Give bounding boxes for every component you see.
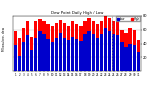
Bar (133, 30, 136, 71)
Bar (92, 21, 95, 71)
Bar (26, 35, 29, 71)
Bar (75, 24, 78, 71)
Bar (133, 45, 136, 71)
Bar (71, 37, 74, 71)
Bar (96, 24, 99, 71)
Bar (67, 40, 70, 71)
Text: Milwaukee, dew: Milwaukee, dew (2, 27, 6, 51)
Bar (63, 38, 66, 71)
Legend: Low, High: Low, High (116, 16, 140, 21)
Bar (51, 26, 54, 71)
Bar (79, 41, 83, 71)
Bar (51, 42, 54, 71)
Bar (30, 37, 33, 71)
Bar (96, 38, 99, 71)
Bar (137, 52, 140, 71)
Bar (42, 34, 46, 71)
Bar (63, 23, 66, 71)
Bar (79, 26, 83, 71)
Bar (120, 42, 124, 71)
Title: Dew Point Daily High / Low: Dew Point Daily High / Low (51, 11, 103, 15)
Bar (88, 31, 91, 71)
Bar (71, 21, 74, 71)
Bar (116, 35, 120, 71)
Bar (112, 34, 115, 71)
Bar (100, 21, 103, 71)
Bar (83, 34, 87, 71)
Bar (116, 21, 120, 71)
Bar (18, 56, 21, 71)
Bar (30, 50, 33, 71)
Bar (100, 34, 103, 71)
Bar (22, 42, 25, 71)
Bar (92, 34, 95, 71)
Bar (34, 38, 37, 71)
Bar (59, 20, 62, 71)
Bar (104, 28, 107, 71)
Bar (124, 33, 128, 71)
Bar (14, 31, 17, 71)
Bar (108, 18, 111, 71)
Bar (46, 39, 50, 71)
Bar (46, 24, 50, 71)
Bar (88, 18, 91, 71)
Bar (38, 19, 41, 71)
Bar (128, 28, 132, 71)
Bar (67, 26, 70, 71)
Bar (83, 21, 87, 71)
Bar (128, 44, 132, 71)
Bar (59, 33, 62, 71)
Bar (55, 23, 58, 71)
Bar (75, 39, 78, 71)
Bar (137, 40, 140, 71)
Bar (18, 38, 21, 71)
Bar (55, 38, 58, 71)
Bar (14, 45, 17, 71)
Bar (38, 31, 41, 71)
Bar (42, 21, 46, 71)
Bar (34, 21, 37, 71)
Bar (120, 30, 124, 71)
Bar (104, 16, 107, 71)
Bar (22, 28, 25, 71)
Bar (108, 31, 111, 71)
Bar (112, 21, 115, 71)
Bar (124, 47, 128, 71)
Bar (26, 21, 29, 71)
